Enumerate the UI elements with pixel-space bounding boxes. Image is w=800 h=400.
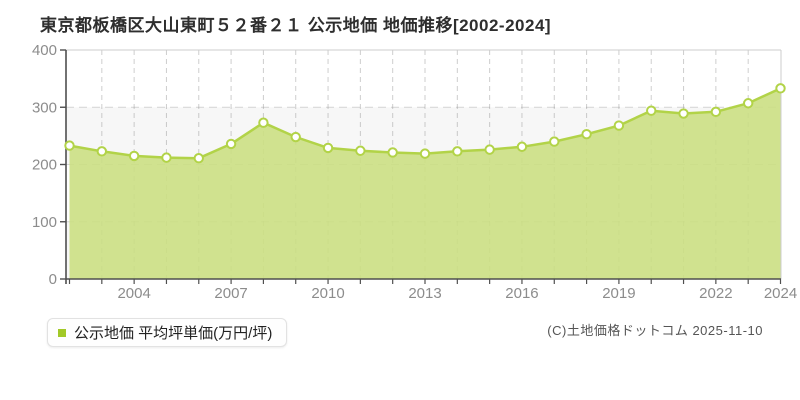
x-axis-label: 2019 bbox=[602, 285, 635, 302]
x-axis-label: 2016 bbox=[505, 285, 538, 302]
data-point[interactable] bbox=[581, 128, 592, 140]
data-point[interactable] bbox=[419, 148, 431, 159]
y-axis-label: 400 bbox=[32, 42, 57, 59]
y-axis-label: 0 bbox=[49, 271, 57, 288]
copyright-text: (C)土地価格ドットコム 2025-11-10 bbox=[547, 323, 763, 338]
data-point[interactable] bbox=[355, 145, 366, 156]
data-point[interactable] bbox=[549, 136, 560, 147]
data-point[interactable] bbox=[225, 138, 237, 150]
data-point[interactable] bbox=[710, 106, 722, 118]
data-point[interactable] bbox=[452, 146, 463, 157]
x-axis-label: 2022 bbox=[699, 285, 732, 302]
data-point[interactable] bbox=[258, 117, 269, 128]
legend-marker-icon bbox=[58, 328, 66, 337]
data-point[interactable] bbox=[128, 150, 140, 162]
data-point[interactable] bbox=[322, 142, 334, 154]
data-point[interactable] bbox=[161, 152, 172, 163]
legend: 公示地価 平均坪単価(万円/坪) bbox=[47, 318, 288, 347]
x-axis-label: 2004 bbox=[117, 285, 150, 302]
data-point[interactable] bbox=[516, 141, 528, 152]
data-point[interactable] bbox=[96, 146, 108, 157]
area-fill bbox=[69, 88, 781, 280]
x-axis-label: 2007 bbox=[214, 285, 247, 302]
data-point[interactable] bbox=[775, 83, 786, 94]
x-axis-label: 2013 bbox=[408, 285, 441, 302]
data-point[interactable] bbox=[64, 140, 75, 151]
data-point[interactable] bbox=[646, 105, 657, 116]
data-point[interactable] bbox=[678, 108, 689, 119]
y-axis-label: 200 bbox=[32, 157, 57, 174]
data-point[interactable] bbox=[193, 153, 204, 164]
data-point[interactable] bbox=[484, 144, 495, 155]
legend-label: 公示地価 平均坪単価(万円/坪) bbox=[74, 325, 273, 342]
x-axis-label: 2010 bbox=[311, 285, 344, 302]
x-axis-label: 2024 bbox=[764, 285, 797, 302]
data-point[interactable] bbox=[613, 120, 625, 131]
page-title: 東京都板橋区大山東町５２番２１ 公示地価 地価推移[2002-2024] bbox=[40, 16, 552, 35]
data-point[interactable] bbox=[387, 147, 398, 158]
data-point[interactable] bbox=[290, 131, 301, 143]
y-axis-label: 300 bbox=[32, 99, 57, 116]
data-point[interactable] bbox=[742, 98, 754, 109]
y-axis-label: 100 bbox=[32, 214, 57, 231]
